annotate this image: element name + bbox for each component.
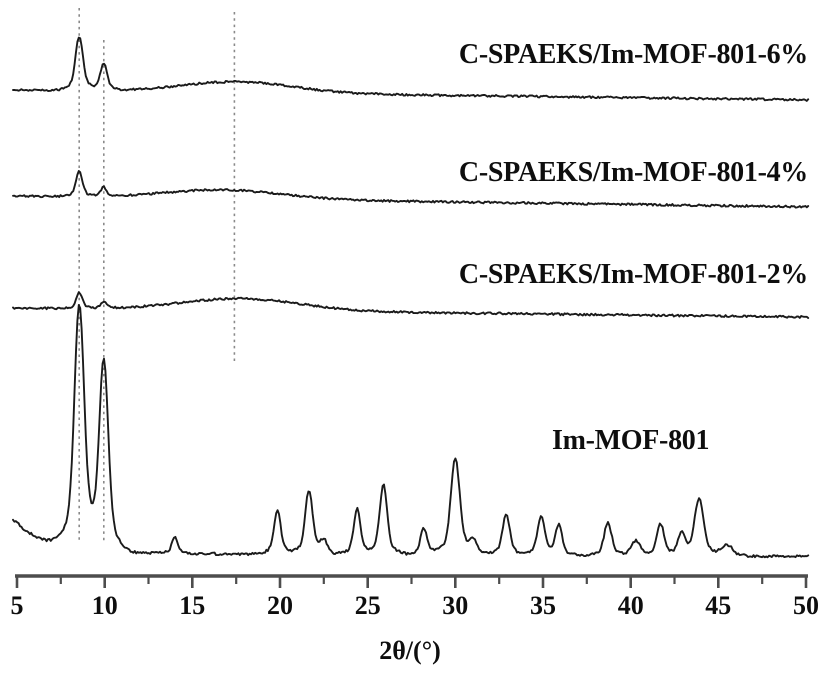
- x-axis-title: 2θ/(°): [379, 636, 441, 665]
- x-axis-tick-label-50: 50: [793, 591, 819, 620]
- x-axis-tick-label-5: 5: [11, 591, 24, 620]
- trace-c-spaeks-im-mof-801-2: [12, 291, 810, 319]
- x-axis-tick-label-35: 35: [530, 591, 556, 620]
- x-axis-tick-label-45: 45: [705, 591, 731, 620]
- series-label-c-spaeks-im-mof-801-2pct: C-SPAEKS/Im-MOF-801-2%: [458, 259, 808, 290]
- x-axis-tick-label-30: 30: [442, 591, 468, 620]
- trace-c-spaeks-im-mof-801-4: [12, 170, 810, 209]
- x-axis-tick-label-15: 15: [179, 591, 205, 620]
- trace-im-mof-801: [12, 304, 810, 559]
- x-axis-tick-label-20: 20: [267, 591, 293, 620]
- x-axis-tick-label-40: 40: [618, 591, 644, 620]
- trace-c-spaeks-im-mof-801-6: [12, 36, 810, 102]
- series-label-im-mof-801: Im-MOF-801: [552, 425, 710, 456]
- series-label-c-spaeks-im-mof-801-4pct: C-SPAEKS/Im-MOF-801-4%: [458, 157, 808, 188]
- x-axis-tick-label-25: 25: [355, 591, 381, 620]
- x-axis-tick-label-10: 10: [92, 591, 118, 620]
- series-label-c-spaeks-im-mof-801-6pct: C-SPAEKS/Im-MOF-801-6%: [458, 39, 808, 70]
